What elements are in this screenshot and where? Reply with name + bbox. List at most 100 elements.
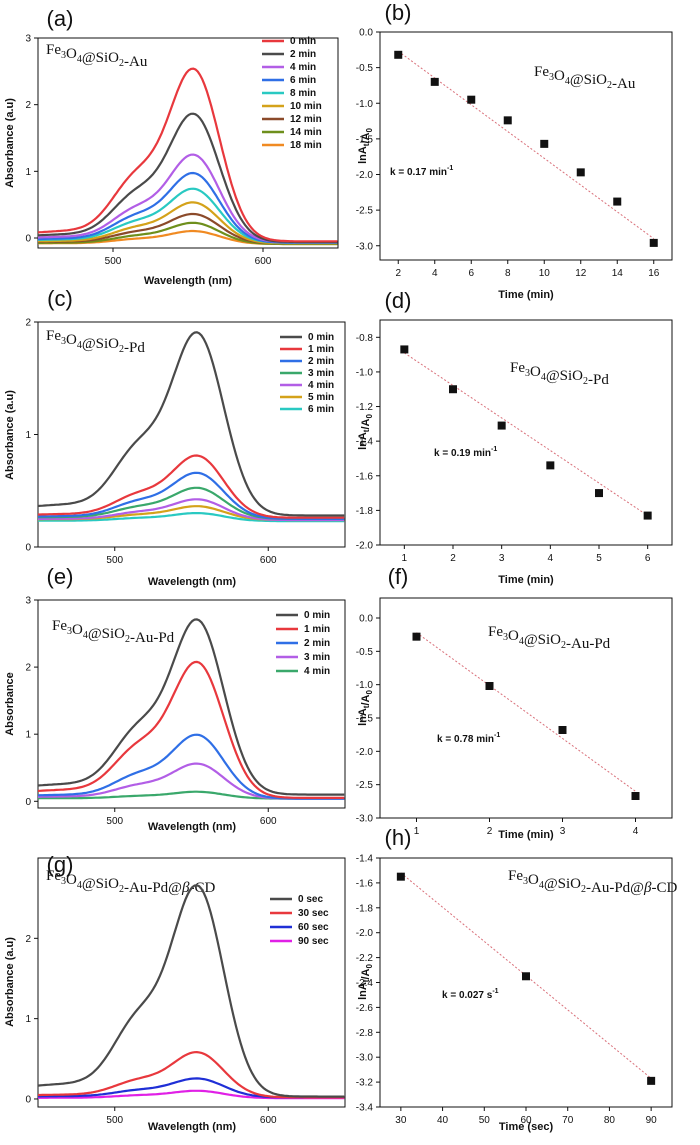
legend-entry: 30 sec: [298, 908, 329, 919]
legend-entry: 1 min: [308, 344, 334, 355]
x-tick-label: 4: [432, 268, 438, 279]
legend: 0 min 1 min 2 min 3 min 4 min: [276, 610, 330, 677]
legend-entry: 8 min: [290, 88, 316, 99]
y-tick-label: -2.6: [356, 1003, 374, 1014]
data-point: [595, 489, 603, 498]
x-axis-label: Time (min): [498, 289, 554, 301]
legend-entry: 0 min: [308, 332, 334, 343]
data-point: [503, 116, 512, 125]
x-tick-label: 50: [479, 1115, 491, 1126]
panel-b: (b) 2 4 6 8 10 12 14 16 0.0 -0.5 -1.0 -1.5 -2.0 -2.5 -3…: [356, 0, 673, 301]
legend-entry: 4 min: [304, 666, 330, 677]
x-tick-label: 500: [105, 256, 122, 267]
rate-constant: k = 0.78 min-1: [437, 732, 500, 745]
y-tick-label: -3.0: [356, 1053, 374, 1064]
x-tick-label: 80: [604, 1115, 616, 1126]
data-point: [430, 77, 439, 86]
y-axis-label: Absorbance (a.u): [4, 937, 16, 1027]
panel-label-f: (f): [388, 564, 409, 589]
spectrum-line: [38, 733, 345, 800]
y-tick-label: 0: [25, 797, 31, 808]
y-tick-label: -2.4: [356, 978, 374, 989]
data-point: [467, 95, 476, 104]
y-tick-label: -1.0: [356, 99, 374, 110]
legend: 0 sec 30 sec 60 sec 90 sec: [270, 894, 329, 947]
x-tick-label: 500: [106, 555, 123, 566]
data-point: [400, 345, 409, 354]
y-tick-label: -3.2: [356, 1078, 374, 1089]
data-point: [449, 385, 457, 394]
x-tick-label: 90: [646, 1115, 658, 1126]
y-tick-label: -3.4: [356, 1103, 374, 1114]
legend-entry: 4 min: [290, 62, 316, 73]
legend-entry: 60 sec: [298, 922, 329, 933]
x-tick-label: 2: [450, 553, 456, 564]
sample-name: Fe3O4@SiO2-Pd: [510, 360, 609, 388]
panel-label-b: (b): [385, 0, 412, 25]
x-tick-label: 4: [548, 553, 554, 564]
plot-frame: [37, 857, 346, 1108]
x-tick-label: 3: [560, 826, 566, 837]
y-tick-label: 3: [25, 34, 31, 45]
legend-entry: 18 min: [290, 140, 322, 151]
sample-name: Fe3O4@SiO2-Au: [534, 64, 636, 92]
legend-entry: 3 min: [304, 652, 330, 663]
y-tick-label: 2: [25, 100, 31, 111]
y-tick-label: 0.0: [359, 28, 373, 39]
data-point: [412, 632, 421, 641]
legend-entry: 6 min: [290, 75, 316, 86]
x-axis-label: Wavelength (nm): [144, 275, 233, 287]
y-tick-label: -3.0: [356, 241, 374, 252]
x-axis-label: Wavelength (nm): [148, 576, 237, 588]
y-tick-label: 0: [25, 1094, 31, 1105]
spectrum-line: [38, 454, 345, 519]
y-tick-label: -2.0: [356, 541, 374, 552]
data-point: [396, 872, 405, 881]
x-tick-label: 500: [106, 816, 123, 827]
panel-label-c: (c): [47, 286, 73, 311]
x-tick-label: 10: [539, 268, 551, 279]
x-axis-label: Time (sec): [499, 1121, 554, 1133]
legend-entry: 12 min: [290, 114, 322, 125]
y-tick-label: -1.5: [356, 714, 374, 725]
x-tick-label: 16: [648, 268, 660, 279]
fit-line: [416, 632, 636, 792]
data-point: [613, 197, 622, 206]
legend-entry: 2 min: [290, 49, 316, 60]
y-tick-label: -0.5: [356, 647, 374, 658]
data-point: [643, 511, 652, 520]
legend-entry: 1 min: [304, 624, 330, 635]
y-tick-label: -2.2: [356, 953, 374, 964]
x-tick-label: 8: [505, 268, 511, 279]
y-tick-label: -1.8: [356, 903, 374, 914]
x-tick-label: 60: [520, 1115, 532, 1126]
legend-entry: 3 min: [308, 368, 334, 379]
x-tick-label: 600: [260, 555, 277, 566]
y-tick-label: -1.5: [356, 134, 374, 145]
y-tick-label: -0.5: [356, 63, 374, 74]
rate-constant: k = 0.19 min-1: [434, 446, 497, 459]
x-tick-label: 2: [395, 268, 401, 279]
y-axis-label: lnAt/A0: [357, 414, 374, 450]
sample-name: Fe3O4@SiO2-Au: [46, 42, 148, 70]
x-tick-label: 600: [260, 816, 277, 827]
x-tick-label: 14: [612, 268, 624, 279]
data-point: [497, 421, 506, 430]
y-tick-label: -1.4: [356, 854, 374, 865]
plot-frame: [379, 319, 673, 546]
x-axis-label: Time (min): [498, 574, 554, 586]
fit-line: [404, 352, 648, 516]
panel-d: (d) 1 2 3 4 5 6 -0.8 -1.0 -1.2 -1.4 -1.6 -1.8 -2.0 Tim…: [356, 288, 673, 586]
spectrum-line: [38, 618, 345, 796]
x-tick-label: 6: [468, 268, 474, 279]
legend-entry: 90 sec: [298, 936, 329, 947]
y-axis-label: lnAt/A0: [357, 128, 374, 164]
y-tick-label: -1.4: [356, 437, 374, 448]
spectrum-line: [38, 331, 345, 517]
y-tick-label: 0: [25, 234, 31, 245]
panel-label-d: (d): [385, 288, 412, 313]
x-tick-label: 30: [395, 1115, 407, 1126]
y-axis-label: Absorbance: [4, 672, 16, 736]
